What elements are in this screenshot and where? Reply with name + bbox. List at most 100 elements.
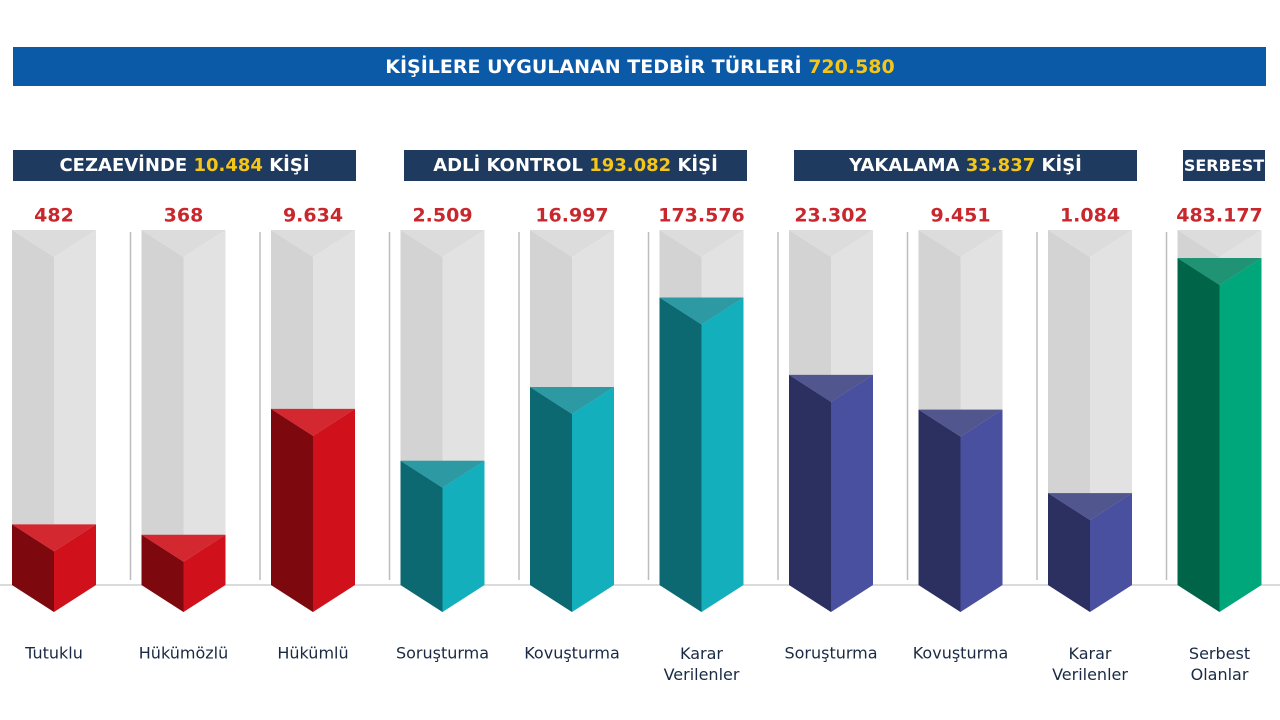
bar-left	[1177, 258, 1220, 612]
group-header-text: YAKALAMA 33.837 KİŞİ	[848, 154, 1082, 176]
group-header-text: CEZAEVİNDE 10.484 KİŞİ	[59, 154, 309, 176]
bar-left	[400, 460, 443, 612]
value-label: 23.302	[794, 205, 867, 227]
group-total: 193.082	[589, 155, 671, 176]
bar-right	[1219, 258, 1262, 612]
bar	[659, 297, 744, 612]
bar	[12, 524, 96, 612]
bar-left	[918, 409, 961, 612]
bar-right	[960, 409, 1003, 612]
value-label: 482	[34, 205, 74, 227]
group-unit: KİŞİ	[269, 154, 309, 176]
bar-right	[54, 524, 96, 612]
group-header	[794, 150, 1137, 181]
bar-top	[400, 460, 485, 488]
bar	[141, 534, 226, 612]
bar-left-shade	[12, 524, 54, 612]
bar-left-shade	[400, 460, 443, 612]
bar-left	[530, 387, 572, 612]
category-label: Tutuklu	[24, 644, 83, 663]
group-header	[404, 150, 747, 181]
bar-left	[789, 374, 831, 612]
column-back-top	[12, 230, 96, 257]
bar-top-shade	[789, 374, 873, 402]
group-unit: KİŞİ	[1042, 154, 1082, 176]
bar-top	[12, 524, 96, 552]
bar-top	[918, 409, 1003, 437]
bar-top-shade	[141, 534, 226, 562]
value-label: 368	[164, 205, 204, 227]
group-unit: KİŞİ	[677, 154, 717, 176]
bar-top-shade	[918, 409, 1003, 437]
group-name: YAKALAMA	[848, 155, 959, 176]
column-back-top	[1048, 230, 1132, 257]
bar-left-shade	[918, 409, 961, 612]
bar-top-shade	[400, 460, 485, 488]
bar	[1048, 493, 1132, 612]
bar-top	[530, 387, 614, 415]
bar-top-shade	[1177, 258, 1262, 286]
column-back-left	[12, 230, 54, 612]
category-label: Hükümözlü	[139, 644, 228, 663]
bar-left	[141, 534, 184, 612]
bar	[400, 460, 485, 612]
bar-top	[659, 297, 744, 325]
bar-top-shade	[12, 524, 96, 552]
bar-right	[313, 408, 355, 612]
bar-left-shade	[141, 534, 184, 612]
bar-top	[271, 408, 355, 436]
bar-right	[442, 460, 485, 612]
bar	[789, 374, 873, 612]
bar-top-shade	[271, 408, 355, 436]
category-label: Kovuşturma	[913, 644, 1009, 663]
column-back-top	[789, 230, 873, 257]
group-header-text: ADLİ KONTROL 193.082 KİŞİ	[433, 154, 718, 176]
category-label: Serbest Olanlar	[1189, 644, 1250, 684]
category-label: Karar Verilenler	[664, 644, 740, 684]
group-total: 33.837	[966, 155, 1035, 176]
title-banner	[13, 47, 1266, 86]
category-label: Soruşturma	[784, 644, 877, 663]
bar-left-shade	[1048, 493, 1090, 612]
group-header	[1183, 150, 1265, 181]
group-name: ADLİ KONTROL	[433, 154, 583, 176]
value-label: 483.177	[1176, 205, 1263, 227]
column-back-top	[141, 230, 226, 257]
bar	[918, 409, 1003, 612]
column-back-top	[271, 230, 355, 257]
column-back-top	[530, 230, 614, 257]
chart-title-line: KİŞİLERE UYGULANAN TEDBİR TÜRLERİ 720.58…	[385, 54, 894, 78]
value-label: 9.634	[283, 205, 343, 227]
bar-left-shade	[789, 374, 831, 612]
column-back-right	[183, 230, 226, 612]
column-back-left	[141, 230, 184, 612]
category-label: Hükümlü	[277, 644, 348, 663]
bar-top	[1177, 258, 1262, 286]
value-label: 1.084	[1060, 205, 1120, 227]
bar-top-shade	[530, 387, 614, 415]
bar-right	[701, 297, 744, 612]
bar-top	[789, 374, 873, 402]
bar-left	[659, 297, 702, 612]
group-header-text: SERBEST	[1184, 156, 1264, 175]
category-label: Karar Verilenler	[1052, 644, 1128, 684]
bar-left	[1048, 493, 1090, 612]
group-header	[13, 150, 356, 181]
bar-right	[1090, 493, 1132, 612]
bar	[530, 387, 614, 612]
chart-total: 720.580	[808, 56, 895, 78]
bar-top	[141, 534, 226, 562]
column-back-top	[659, 230, 744, 257]
bar	[271, 408, 355, 612]
bar-left-shade	[530, 387, 572, 612]
column-back-top	[400, 230, 485, 257]
bar-left-shade	[659, 297, 702, 612]
bar-top-shade	[659, 297, 744, 325]
group-total: 10.484	[193, 155, 262, 176]
column-back-right	[54, 230, 96, 612]
bar-left	[271, 408, 313, 612]
category-label: Soruşturma	[396, 644, 489, 663]
category-label: Kovuşturma	[524, 644, 620, 663]
bar-left	[12, 524, 54, 612]
